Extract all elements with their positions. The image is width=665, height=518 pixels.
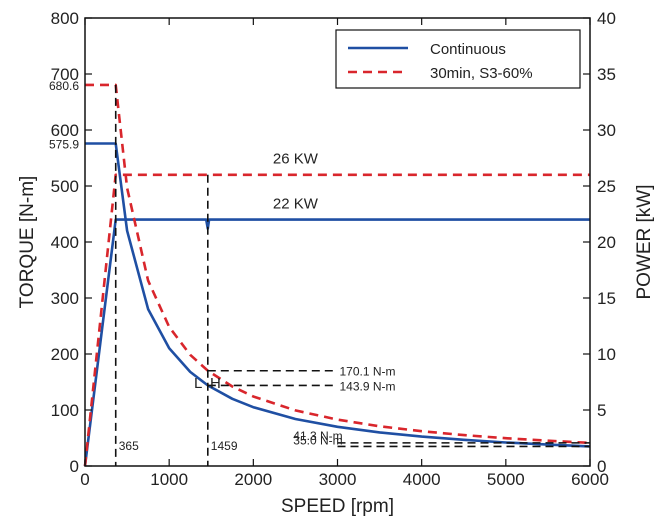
torque-max-label-1: 575.9 — [49, 137, 79, 151]
region-label-1: H — [210, 375, 221, 392]
y-right-tick-label-8: 40 — [597, 9, 616, 28]
y-left-tick-label-1: 100 — [51, 401, 79, 420]
y-right-tick-label-4: 20 — [597, 233, 616, 252]
y-left-tick-label-3: 300 — [51, 289, 79, 308]
y-left-tick-label-2: 200 — [51, 345, 79, 364]
y-right-tick-label-6: 30 — [597, 121, 616, 140]
x-tick-label-1: 1000 — [150, 470, 188, 489]
y-right-tick-label-1: 5 — [597, 401, 606, 420]
y-right-tick-label-3: 15 — [597, 289, 616, 308]
torque-point-label-2: 41.3 N-m — [293, 429, 342, 443]
x-axis-title: SPEED [rpm] — [281, 496, 394, 517]
torque-max-label-0: 680.6 — [49, 79, 79, 93]
power-label-1: 22 KW — [273, 195, 319, 212]
x-tick-label-3: 3000 — [319, 470, 357, 489]
y-left-axis-title: TORQUE [N-m] — [17, 176, 38, 309]
y-right-tick-label-2: 10 — [597, 345, 616, 364]
x-tick-label-6: 6000 — [571, 470, 609, 489]
legend-label-0: Continuous — [430, 41, 506, 58]
x-tick-label-4: 4000 — [403, 470, 441, 489]
vertical-marker-label-0: 365 — [119, 439, 139, 453]
y-right-tick-label-5: 25 — [597, 177, 616, 196]
series-line-0 — [85, 142, 591, 448]
y-left-tick-label-7: 700 — [51, 65, 79, 84]
series-line-3 — [83, 173, 590, 467]
y-right-tick-label-0: 0 — [597, 457, 606, 476]
legend-box — [335, 29, 581, 89]
torque-point-label-1: 143.9 N-m — [340, 379, 396, 393]
y-left-tick-label-8: 800 — [51, 9, 79, 28]
torque-point-label-0: 170.1 N-m — [340, 365, 396, 379]
y-left-tick-label-0: 0 — [70, 457, 79, 476]
x-tick-label-2: 2000 — [234, 470, 272, 489]
vertical-marker-label-1: 1459 — [211, 439, 238, 453]
y-right-tick-label-7: 35 — [597, 65, 616, 84]
curves-layer — [83, 83, 591, 467]
legend-label-1: 30min, S3-60% — [430, 65, 533, 82]
series-line-1 — [83, 218, 590, 467]
y-right-axis-title: POWER [kW] — [634, 184, 655, 299]
y-left-tick-label-4: 400 — [51, 233, 79, 252]
x-tick-label-0: 0 — [80, 470, 89, 489]
legend: Continuous 30min, S3-60% — [335, 29, 581, 89]
y-left-tick-label-6: 600 — [51, 121, 79, 140]
torque-point-label-3: 35.0 N-m — [293, 433, 342, 447]
guide-lines-layer — [114, 84, 590, 466]
x-tick-label-5: 5000 — [487, 470, 525, 489]
y-left-tick-label-5: 500 — [51, 177, 79, 196]
power-label-0: 26 KW — [273, 151, 319, 168]
series-line-2 — [85, 83, 591, 445]
region-label-0: L — [194, 375, 202, 392]
ticks-layer — [84, 17, 591, 467]
